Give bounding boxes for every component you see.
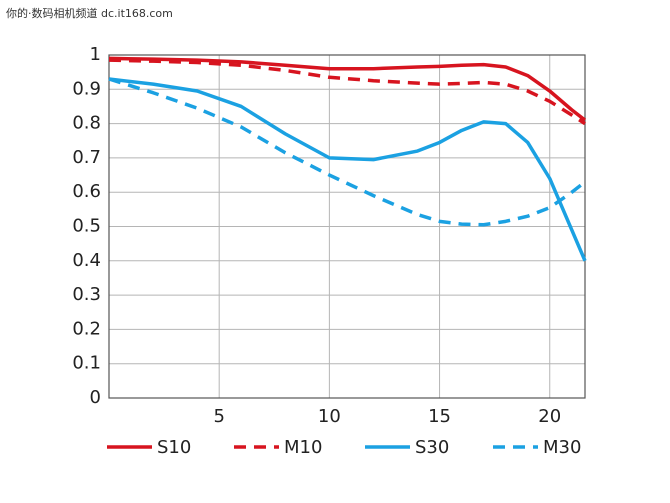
legend-label: M30 [543, 437, 581, 458]
y-tick-label: 0.4 [72, 250, 101, 271]
y-tick-label: 0.3 [72, 284, 101, 305]
plot-frame [108, 54, 586, 399]
y-tick-label: 0.1 [72, 353, 101, 374]
y-tick-label: 0.8 [72, 113, 101, 134]
line-series [108, 77, 587, 227]
source-text: 你的·数码相机频道 dc.it168.com [6, 6, 173, 20]
x-tick-label: 10 [318, 406, 341, 427]
legend-label: M10 [284, 437, 322, 458]
line-series [108, 56, 587, 122]
y-tick-label: 0.7 [72, 147, 101, 168]
y-tick-label: 1 [90, 44, 101, 65]
y-tick-label: 0.5 [72, 216, 101, 237]
y-tick-label: 0.9 [72, 78, 101, 99]
y-tick-label: 0.6 [72, 181, 101, 202]
y-tick-label: 0 [90, 387, 101, 408]
legend-label: S30 [415, 437, 449, 458]
y-tick-label: 0.2 [72, 318, 101, 339]
x-tick-label: 15 [428, 406, 451, 427]
line-series [108, 58, 586, 126]
legend-label: S10 [157, 437, 191, 458]
x-tick-label: 20 [538, 406, 561, 427]
line-series [108, 77, 587, 262]
x-tick-label: 5 [213, 406, 224, 427]
